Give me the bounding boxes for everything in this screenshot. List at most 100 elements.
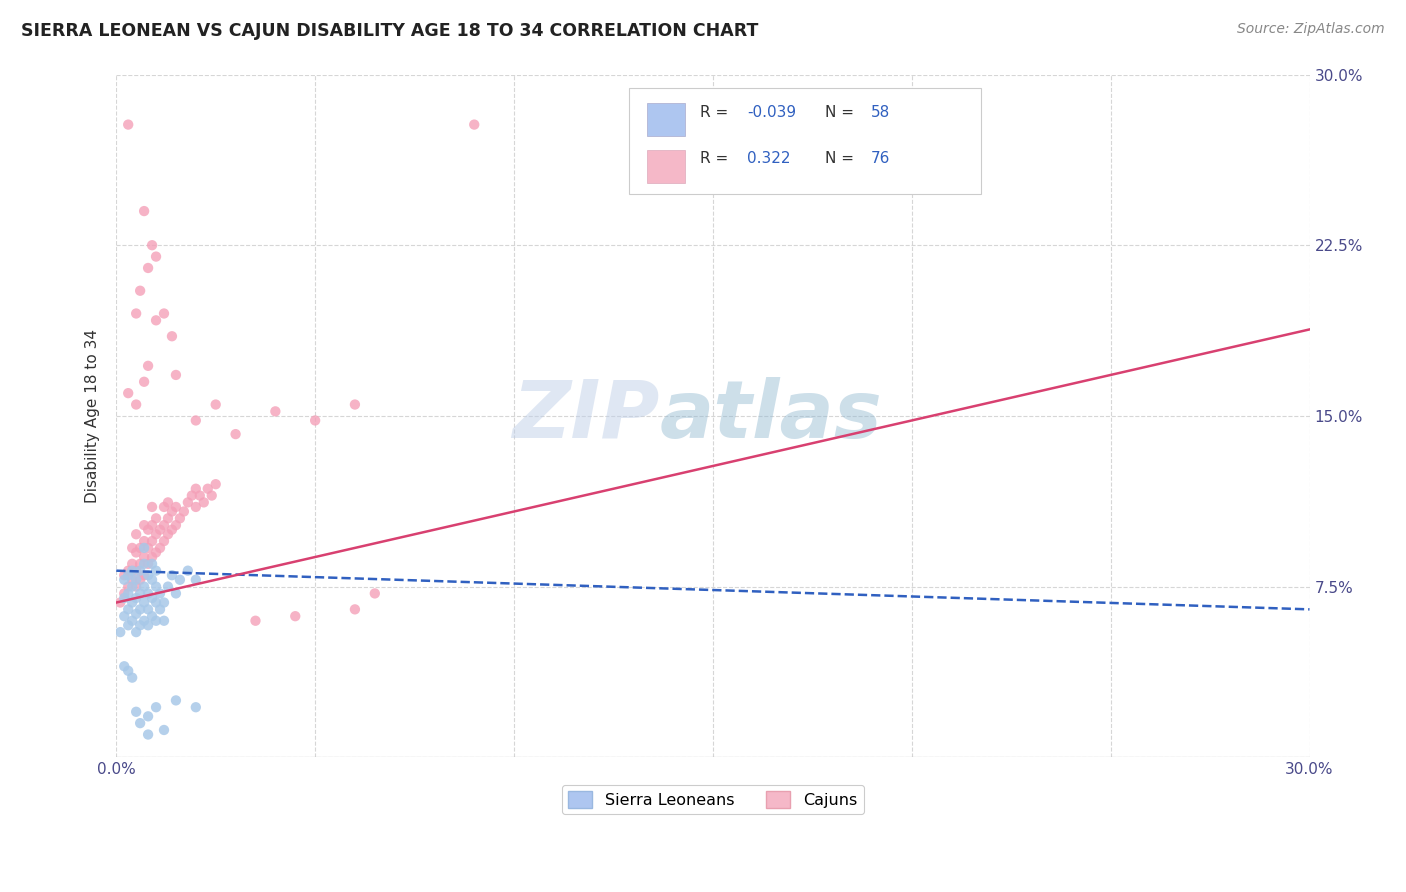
Point (117, 386, 139, 401)
Point (364, 586, 387, 600)
Point (129, 557, 152, 571)
Point (112, 609, 135, 624)
Point (121, 557, 143, 571)
Point (169, 511, 191, 525)
Point (156, 527, 179, 541)
Point (117, 580, 139, 594)
Point (165, 693, 187, 707)
Point (156, 580, 179, 594)
Point (136, 359, 159, 373)
Point (121, 671, 143, 685)
Point (145, 511, 167, 525)
Point (141, 591, 163, 605)
Point (149, 586, 172, 600)
Point (165, 518, 187, 533)
Point (149, 523, 172, 537)
Point (129, 602, 152, 616)
Text: 76: 76 (870, 152, 890, 167)
Point (153, 518, 176, 533)
Point (304, 413, 326, 427)
Point (193, 495, 215, 509)
Text: R =: R = (700, 152, 733, 167)
Point (112, 568, 135, 582)
Point (149, 602, 172, 616)
Point (145, 580, 167, 594)
Point (132, 518, 155, 533)
Point (125, 591, 148, 605)
FancyBboxPatch shape (630, 88, 981, 194)
Point (156, 511, 179, 525)
Point (284, 609, 307, 624)
Point (136, 602, 159, 616)
Point (121, 595, 143, 609)
Point (117, 118, 139, 132)
Point (141, 518, 163, 533)
Point (153, 500, 176, 514)
Point (149, 541, 172, 555)
Point (112, 659, 135, 673)
Point (145, 250, 167, 264)
Point (145, 545, 167, 559)
Legend: Sierra Leoneans, Cajuns: Sierra Leoneans, Cajuns (562, 785, 863, 814)
Y-axis label: Disability Age 18 to 34: Disability Age 18 to 34 (86, 329, 100, 503)
Point (204, 477, 226, 491)
Point (141, 500, 163, 514)
Point (132, 541, 155, 555)
Point (129, 564, 152, 578)
Point (132, 534, 155, 549)
Point (136, 557, 159, 571)
Point (145, 564, 167, 578)
Point (132, 580, 155, 594)
Point (121, 580, 143, 594)
Point (343, 602, 366, 616)
Point (121, 573, 143, 587)
Bar (647, 150, 686, 183)
Point (201, 489, 224, 503)
Point (153, 723, 176, 737)
Point (184, 573, 207, 587)
Point (121, 564, 143, 578)
Point (145, 313, 167, 327)
Point (117, 664, 139, 678)
Point (165, 500, 187, 514)
Point (125, 607, 148, 621)
Point (125, 398, 148, 412)
Point (204, 398, 226, 412)
Point (125, 306, 148, 320)
Point (136, 586, 159, 600)
Point (136, 727, 159, 741)
Point (125, 580, 148, 594)
Point (132, 568, 155, 582)
Point (125, 527, 148, 541)
Point (125, 564, 148, 578)
Point (129, 716, 152, 731)
Bar (647, 103, 686, 136)
Point (117, 618, 139, 632)
Point (184, 482, 207, 496)
Point (141, 609, 163, 624)
Text: R =: R = (700, 105, 733, 120)
Point (112, 573, 135, 587)
Point (343, 398, 366, 412)
Point (132, 614, 155, 628)
Point (136, 523, 159, 537)
Text: 0.322: 0.322 (748, 152, 792, 167)
Point (188, 489, 211, 503)
Point (160, 568, 183, 582)
Point (141, 238, 163, 252)
Point (110, 625, 132, 640)
Point (184, 413, 207, 427)
Point (125, 625, 148, 640)
Point (136, 709, 159, 723)
Point (145, 527, 167, 541)
Point (132, 549, 155, 564)
Point (125, 545, 148, 559)
Text: ZIP: ZIP (512, 377, 659, 455)
Point (145, 700, 167, 714)
Point (180, 489, 202, 503)
Point (153, 595, 176, 609)
Point (129, 541, 152, 555)
Point (121, 541, 143, 555)
Point (132, 557, 155, 571)
Point (141, 573, 163, 587)
